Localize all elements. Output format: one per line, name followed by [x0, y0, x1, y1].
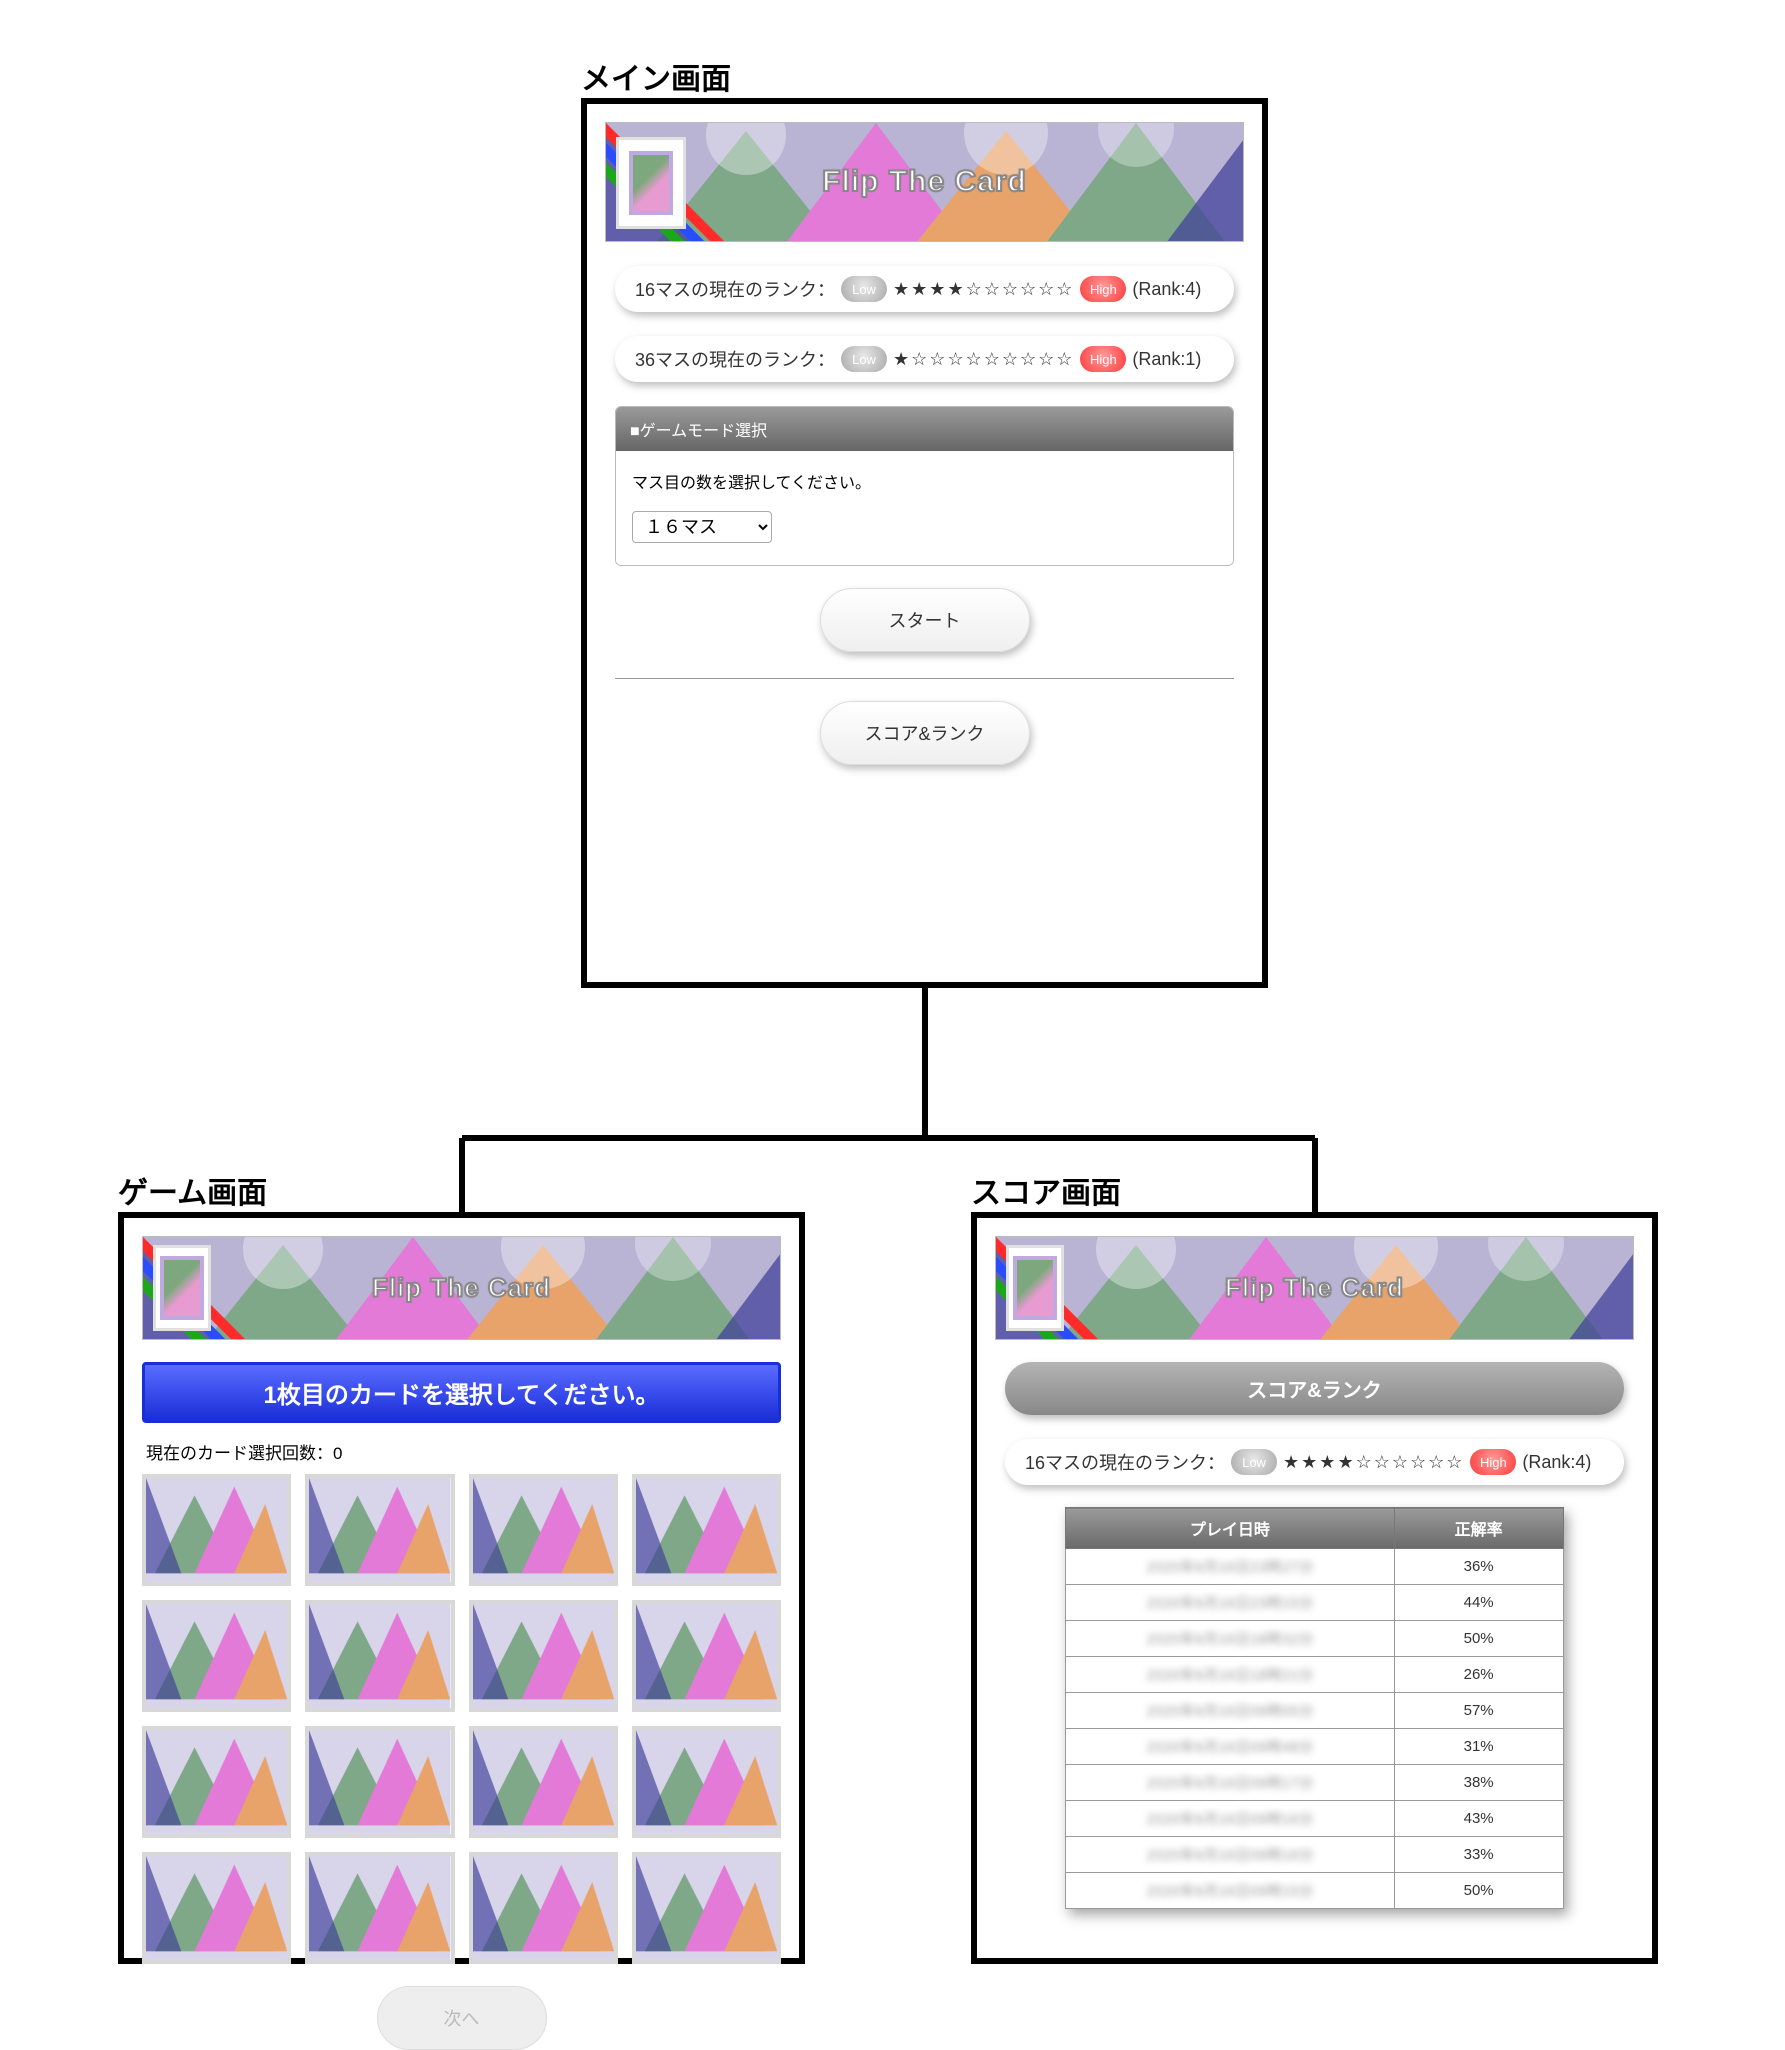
accuracy-cell: 57%: [1394, 1693, 1563, 1729]
selection-counter: 現在のカード選択回数：0: [146, 1439, 777, 1464]
score-col-header: 正解率: [1394, 1508, 1563, 1549]
high-badge: High: [1080, 346, 1126, 372]
accuracy-cell: 43%: [1394, 1801, 1563, 1837]
app-title: Flip The Card: [372, 1273, 551, 1304]
play-date-cell: 2020年6月16日09時15分: [1066, 1873, 1394, 1909]
play-date-cell: 2020年6月16日09時17分: [1066, 1765, 1394, 1801]
score-rank-16-prefix: 16マスの現在のランク：: [1025, 1449, 1225, 1475]
game-card[interactable]: [142, 1852, 291, 1964]
game-card[interactable]: [632, 1600, 781, 1712]
mode-select-header: ■ゲームモード選択: [616, 407, 1233, 451]
game-card[interactable]: [632, 1474, 781, 1586]
game-card[interactable]: [142, 1726, 291, 1838]
score-rank-16-pill: 16マスの現在のランク： Low ★★★★☆☆☆☆☆☆ High (Rank:4…: [1005, 1439, 1624, 1485]
play-date-cell: 2020年6月16日23時27分: [1066, 1549, 1394, 1585]
app-banner: Flip The Card: [605, 122, 1244, 242]
app-logo-icon: [616, 137, 686, 229]
rank-16-value: (Rank:4): [1132, 279, 1201, 300]
high-badge: High: [1080, 276, 1126, 302]
counter-label: 現在のカード選択回数：: [146, 1444, 333, 1463]
start-button[interactable]: スタート: [820, 588, 1030, 652]
play-date-cell: 2020年6月16日09時05分: [1066, 1693, 1394, 1729]
game-card[interactable]: [305, 1726, 454, 1838]
table-row: 2020年6月16日09時16分33%: [1066, 1837, 1563, 1873]
mode-select-box: ■ゲームモード選択 マス目の数を選択してください。 １６マス３６マス: [615, 406, 1234, 566]
table-row: 2020年6月16日09時16分43%: [1066, 1801, 1563, 1837]
card-grid: [142, 1474, 781, 1964]
accuracy-cell: 50%: [1394, 1873, 1563, 1909]
counter-value: 0: [333, 1444, 342, 1463]
rank-16-stars: ★★★★☆☆☆☆☆☆: [893, 279, 1074, 300]
table-row: 2020年6月16日18時32分50%: [1066, 1621, 1563, 1657]
play-date-cell: 2020年6月16日18時32分: [1066, 1621, 1394, 1657]
table-row: 2020年6月16日09時48分31%: [1066, 1729, 1563, 1765]
score-col-header: プレイ日時: [1066, 1508, 1394, 1549]
app-banner: Flip The Card: [142, 1236, 781, 1340]
main-panel-title: メイン画面: [581, 54, 731, 98]
low-badge: Low: [1231, 1449, 1277, 1475]
table-row: 2020年6月16日23時27分36%: [1066, 1549, 1563, 1585]
accuracy-cell: 33%: [1394, 1837, 1563, 1873]
table-row: 2020年6月16日23時15分44%: [1066, 1585, 1563, 1621]
play-date-cell: 2020年6月16日23時15分: [1066, 1585, 1394, 1621]
next-button[interactable]: 次へ: [377, 1986, 547, 2050]
score-header: スコア&ランク: [1005, 1362, 1624, 1415]
score-rank-16-value: (Rank:4): [1522, 1452, 1591, 1473]
game-card[interactable]: [632, 1726, 781, 1838]
main-panel: Flip The Card 16マスの現在のランク： Low ★★★★☆☆☆☆☆…: [581, 98, 1268, 988]
accuracy-cell: 31%: [1394, 1729, 1563, 1765]
accuracy-cell: 26%: [1394, 1657, 1563, 1693]
low-badge: Low: [841, 346, 887, 372]
high-badge: High: [1470, 1449, 1516, 1475]
table-row: 2020年6月16日09時05分57%: [1066, 1693, 1563, 1729]
accuracy-cell: 44%: [1394, 1585, 1563, 1621]
rank-36-prefix: 36マスの現在のランク：: [635, 346, 835, 372]
game-panel: Flip The Card 1枚目のカードを選択してください。 現在のカード選択…: [118, 1212, 805, 1964]
rank-16-pill: 16マスの現在のランク： Low ★★★★☆☆☆☆☆☆ High (Rank:4…: [615, 266, 1234, 312]
score-rank-button[interactable]: スコア&ランク: [820, 701, 1030, 765]
play-date-cell: 2020年6月16日09時16分: [1066, 1837, 1394, 1873]
play-date-cell: 2020年6月16日18時21分: [1066, 1657, 1394, 1693]
play-date-cell: 2020年6月16日09時16分: [1066, 1801, 1394, 1837]
game-card[interactable]: [142, 1600, 291, 1712]
low-badge: Low: [841, 276, 887, 302]
game-card[interactable]: [632, 1852, 781, 1964]
rank-36-value: (Rank:1): [1132, 349, 1201, 370]
score-rank-16-stars: ★★★★☆☆☆☆☆☆: [1283, 1452, 1464, 1473]
divider: [615, 678, 1234, 679]
rank-36-pill: 36マスの現在のランク： Low ★☆☆☆☆☆☆☆☆☆ High (Rank:1…: [615, 336, 1234, 382]
game-instruction: 1枚目のカードを選択してください。: [142, 1362, 781, 1423]
table-row: 2020年6月16日09時17分38%: [1066, 1765, 1563, 1801]
game-panel-title: ゲーム画面: [118, 1168, 267, 1212]
app-logo-icon: [153, 1245, 211, 1331]
game-card[interactable]: [469, 1852, 618, 1964]
accuracy-cell: 38%: [1394, 1765, 1563, 1801]
score-panel-title: スコア画面: [971, 1168, 1121, 1212]
score-table: プレイ日時正解率 2020年6月16日23時27分36%2020年6月16日23…: [1065, 1507, 1563, 1909]
accuracy-cell: 36%: [1394, 1549, 1563, 1585]
play-date-cell: 2020年6月16日09時48分: [1066, 1729, 1394, 1765]
app-title: Flip The Card: [822, 165, 1027, 199]
game-card[interactable]: [469, 1726, 618, 1838]
rank-36-stars: ★☆☆☆☆☆☆☆☆☆: [893, 349, 1074, 370]
accuracy-cell: 50%: [1394, 1621, 1563, 1657]
rank-16-prefix: 16マスの現在のランク：: [635, 276, 835, 302]
mode-select[interactable]: １６マス３６マス: [632, 511, 772, 543]
game-card[interactable]: [305, 1474, 454, 1586]
app-banner: Flip The Card: [995, 1236, 1634, 1340]
table-row: 2020年6月16日09時15分50%: [1066, 1873, 1563, 1909]
game-card[interactable]: [469, 1474, 618, 1586]
game-card[interactable]: [305, 1852, 454, 1964]
app-title: Flip The Card: [1225, 1273, 1404, 1304]
game-card[interactable]: [305, 1600, 454, 1712]
game-card[interactable]: [469, 1600, 618, 1712]
score-panel: Flip The Card スコア&ランク 16マスの現在のランク： Low ★…: [971, 1212, 1658, 1964]
game-card[interactable]: [142, 1474, 291, 1586]
mode-instruction: マス目の数を選択してください。: [632, 469, 1217, 493]
table-row: 2020年6月16日18時21分26%: [1066, 1657, 1563, 1693]
app-logo-icon: [1006, 1245, 1064, 1331]
